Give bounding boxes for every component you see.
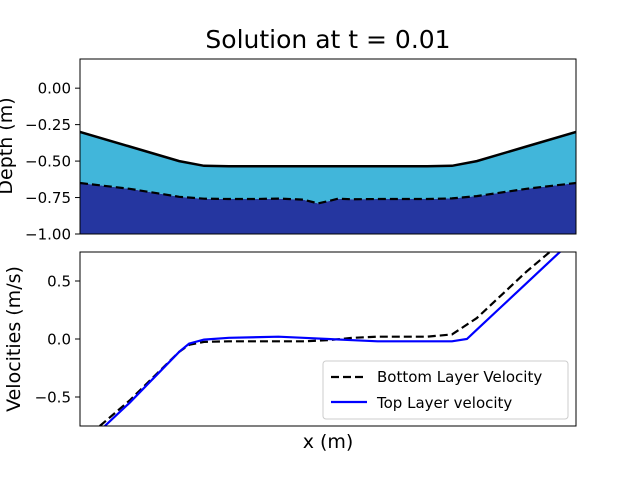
depth-panel: 0.00 −0.25 −0.50 −0.75 −1.00 Depth (m) [0,58,577,244]
depth-y-tick-label: −0.25 [25,116,71,134]
legend: Bottom Layer Velocity Top Layer velocity [322,360,569,420]
top-layer-velocity-line [104,252,562,426]
legend-box [322,360,569,420]
depth-y-tick-label: −0.75 [25,189,71,207]
depth-plot-frame [79,58,577,235]
chart-title: Solution at t = 0.01 [205,25,450,54]
velocity-y-axis: 0.5 0.0 −0.5 [35,273,80,407]
velocity-y-tick-label: 0.0 [47,331,71,349]
legend-label-bottom-velocity: Bottom Layer Velocity [377,368,542,386]
depth-y-axis-label: Depth (m) [0,97,17,194]
interface-line [80,181,576,205]
upper-layer-area [80,131,576,204]
surface-line [80,130,576,168]
velocity-panel: 0.5 0.0 −0.5 Velocities (m/s) x (m) Bottom… [3,251,577,453]
x-axis-label: x (m) [303,431,354,453]
depth-y-tick-label: −0.50 [25,153,71,171]
legend-label-top-velocity: Top Layer velocity [376,394,512,412]
velocity-y-axis-label: Velocities (m/s) [3,266,25,412]
velocity-y-tick-label: −0.5 [35,389,71,407]
lower-layer-area [80,183,576,234]
depth-y-axis: 0.00 −0.25 −0.50 −0.75 −1.00 [25,80,80,244]
depth-y-tick-label: −1.00 [25,226,71,244]
velocity-y-tick-label: 0.5 [47,273,71,291]
depth-y-tick-label: 0.00 [38,80,71,98]
